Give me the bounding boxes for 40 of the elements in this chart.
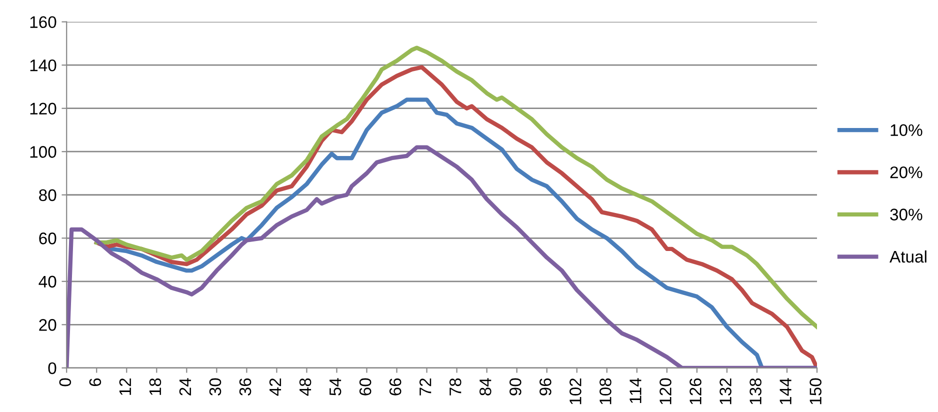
y-tick-label: 80 — [39, 189, 56, 202]
y-tick-label: 100 — [30, 146, 56, 158]
x-tick-label: 90 — [510, 378, 522, 396]
x-tick-label: 48 — [299, 378, 312, 396]
y-tick-label: 60 — [39, 232, 56, 244]
x-tick-label: 144 — [780, 378, 792, 404]
y-tick-label: 140 — [30, 59, 56, 72]
x-tick-label: 0 — [59, 378, 72, 386]
x-tick-label: 138 — [750, 378, 762, 404]
x-tick-label: 96 — [540, 378, 552, 396]
y-tick-label: 40 — [38, 276, 56, 288]
x-tick-label: 102 — [570, 378, 582, 404]
x-tick-label: 108 — [600, 378, 612, 404]
x-tick-label: 126 — [690, 378, 702, 404]
y-tick-label: 0 — [48, 362, 56, 374]
x-tick-label: 132 — [720, 378, 732, 404]
y-tick-label: 120 — [30, 102, 56, 115]
x-tick-label: 6 — [89, 378, 102, 386]
x-tick-label: 78 — [449, 378, 462, 396]
legend-label: Atual — [890, 250, 926, 263]
legend-label: 30% — [890, 208, 922, 220]
x-tick-label: 30 — [209, 378, 222, 396]
y-tick-label: 20 — [39, 319, 56, 331]
x-tick-label: 18 — [149, 378, 162, 395]
x-tick-label: 66 — [389, 378, 402, 396]
x-tick-label: 42 — [269, 378, 282, 396]
legend-label: 10% — [890, 124, 922, 136]
y-tick-label: 160 — [30, 16, 56, 28]
x-tick-label: 60 — [359, 378, 372, 396]
x-tick-label: 72 — [419, 378, 432, 396]
legend-label: 20% — [890, 166, 922, 178]
x-tick-label: 12 — [119, 378, 131, 395]
x-tick-label: 54 — [330, 378, 342, 396]
x-tick-label: 120 — [660, 378, 672, 404]
x-tick-label: 84 — [479, 378, 492, 396]
x-tick-label: 24 — [179, 378, 191, 396]
x-tick-label: 36 — [239, 378, 252, 396]
x-tick-label: 114 — [630, 378, 642, 403]
line-series — [94, 46, 817, 329]
x-tick-label: 150 — [810, 378, 822, 404]
